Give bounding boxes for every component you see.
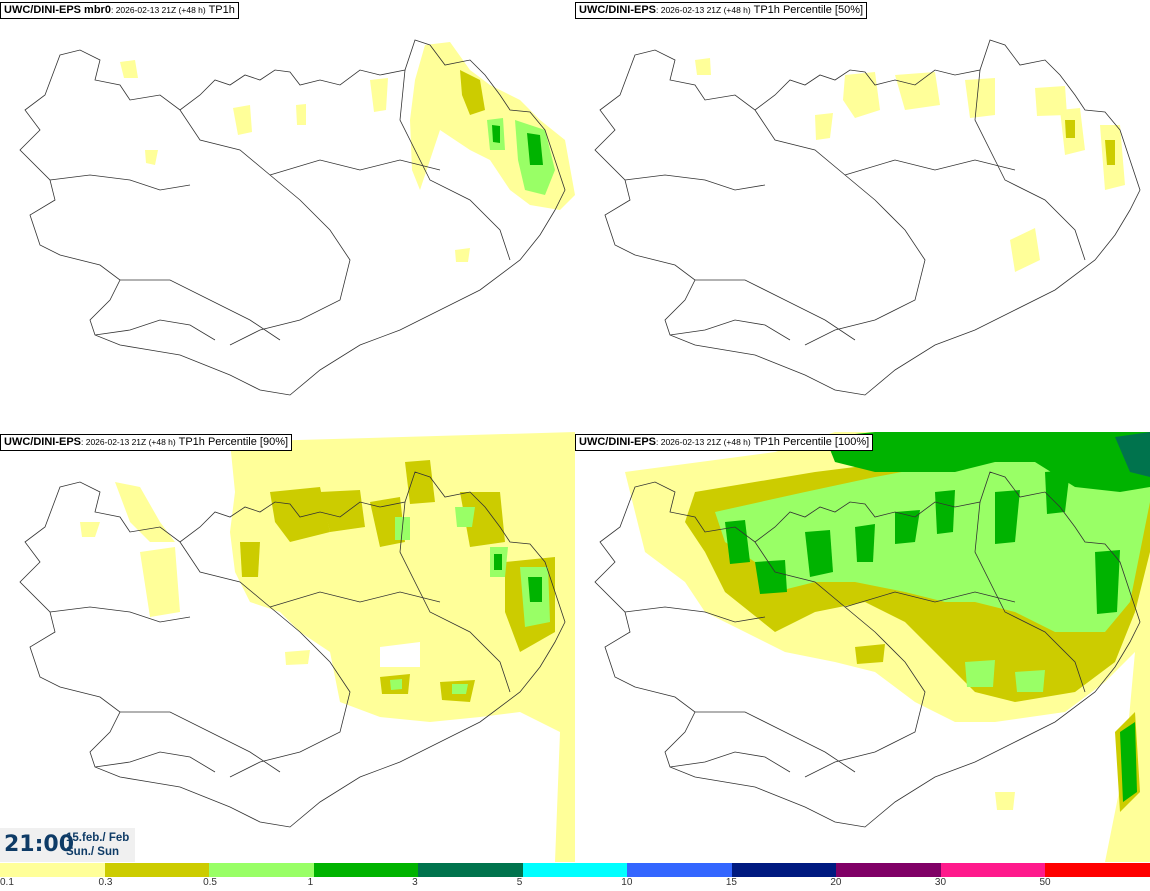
valid-weekday: Sun./ Sun [66,846,120,858]
colorbar-swatch [418,863,523,877]
map-panel-p50: UWC/DINI-EPS: 2026-02-13 21Z (+48 h) TP1… [575,0,1150,430]
colorbar-swatch [104,863,210,877]
precip-map [19,432,575,862]
precip-map [594,39,1141,396]
map-panel-p100: UWC/DINI-EPS: 2026-02-13 21Z (+48 h) TP1… [575,432,1150,862]
colorbar-label: 0.1 [0,877,14,888]
colorbar-label: 0.3 [98,877,113,888]
panel-title: UWC/DINI-EPS: 2026-02-13 21Z (+48 h) TP1… [0,434,293,451]
colorbar-label: 0.5 [203,877,217,888]
valid-time: 21:00 [4,832,75,857]
colorbar-swatch [0,863,105,877]
colorbar-label: 10 [621,877,633,888]
colorbar-label: 1 [307,877,314,888]
map-panel-mbr0: UWC/DINI-EPS mbr0: 2026-02-13 21Z (+48 h… [0,0,575,430]
iceland-coastline [19,471,566,828]
colorbar-swatch [209,863,314,877]
colorbar-label: 15 [725,877,737,888]
colorbar-swatch [627,863,732,877]
colorbar-swatch [940,863,1046,877]
map-panel-p90: UWC/DINI-EPS: 2026-02-13 21Z (+48 h) TP1… [0,432,575,862]
colorbar-labels: 0.1 0.3 0.5 1 3 5 10 15 20 30 50 [0,877,1150,891]
colorbar-swatch [731,863,837,877]
precip-fill [625,432,1150,862]
precip-fill [695,58,1125,272]
colorbar-swatch [522,863,628,877]
iceland-coastline [19,39,566,396]
colorbar-swatch [313,863,419,877]
panel-title: UWC/DINI-EPS: 2026-02-13 21Z (+48 h) TP1… [575,2,868,19]
precip-colorbar [0,863,1150,877]
colorbar-label: 3 [412,877,418,888]
panel-title: UWC/DINI-EPS mbr0: 2026-02-13 21Z (+48 h… [0,2,239,19]
colorbar-swatch [1045,863,1150,877]
colorbar-label: 20 [830,877,842,888]
valid-time-box: 21:00 15.feb./ Feb Sun./ Sun [0,828,135,862]
precip-fill [120,42,575,262]
iceland-coastline [594,39,1141,396]
precip-map [19,39,575,396]
valid-date: 15.feb./ Feb [66,832,130,844]
colorbar-label: 30 [934,877,947,888]
colorbar-swatch [836,863,941,877]
precip-map [594,432,1150,862]
iceland-coastline [594,471,1141,828]
panel-title: UWC/DINI-EPS: 2026-02-13 21Z (+48 h) TP1… [575,434,874,451]
colorbar-label: 50 [1039,877,1051,888]
colorbar-label: 5 [516,877,523,888]
